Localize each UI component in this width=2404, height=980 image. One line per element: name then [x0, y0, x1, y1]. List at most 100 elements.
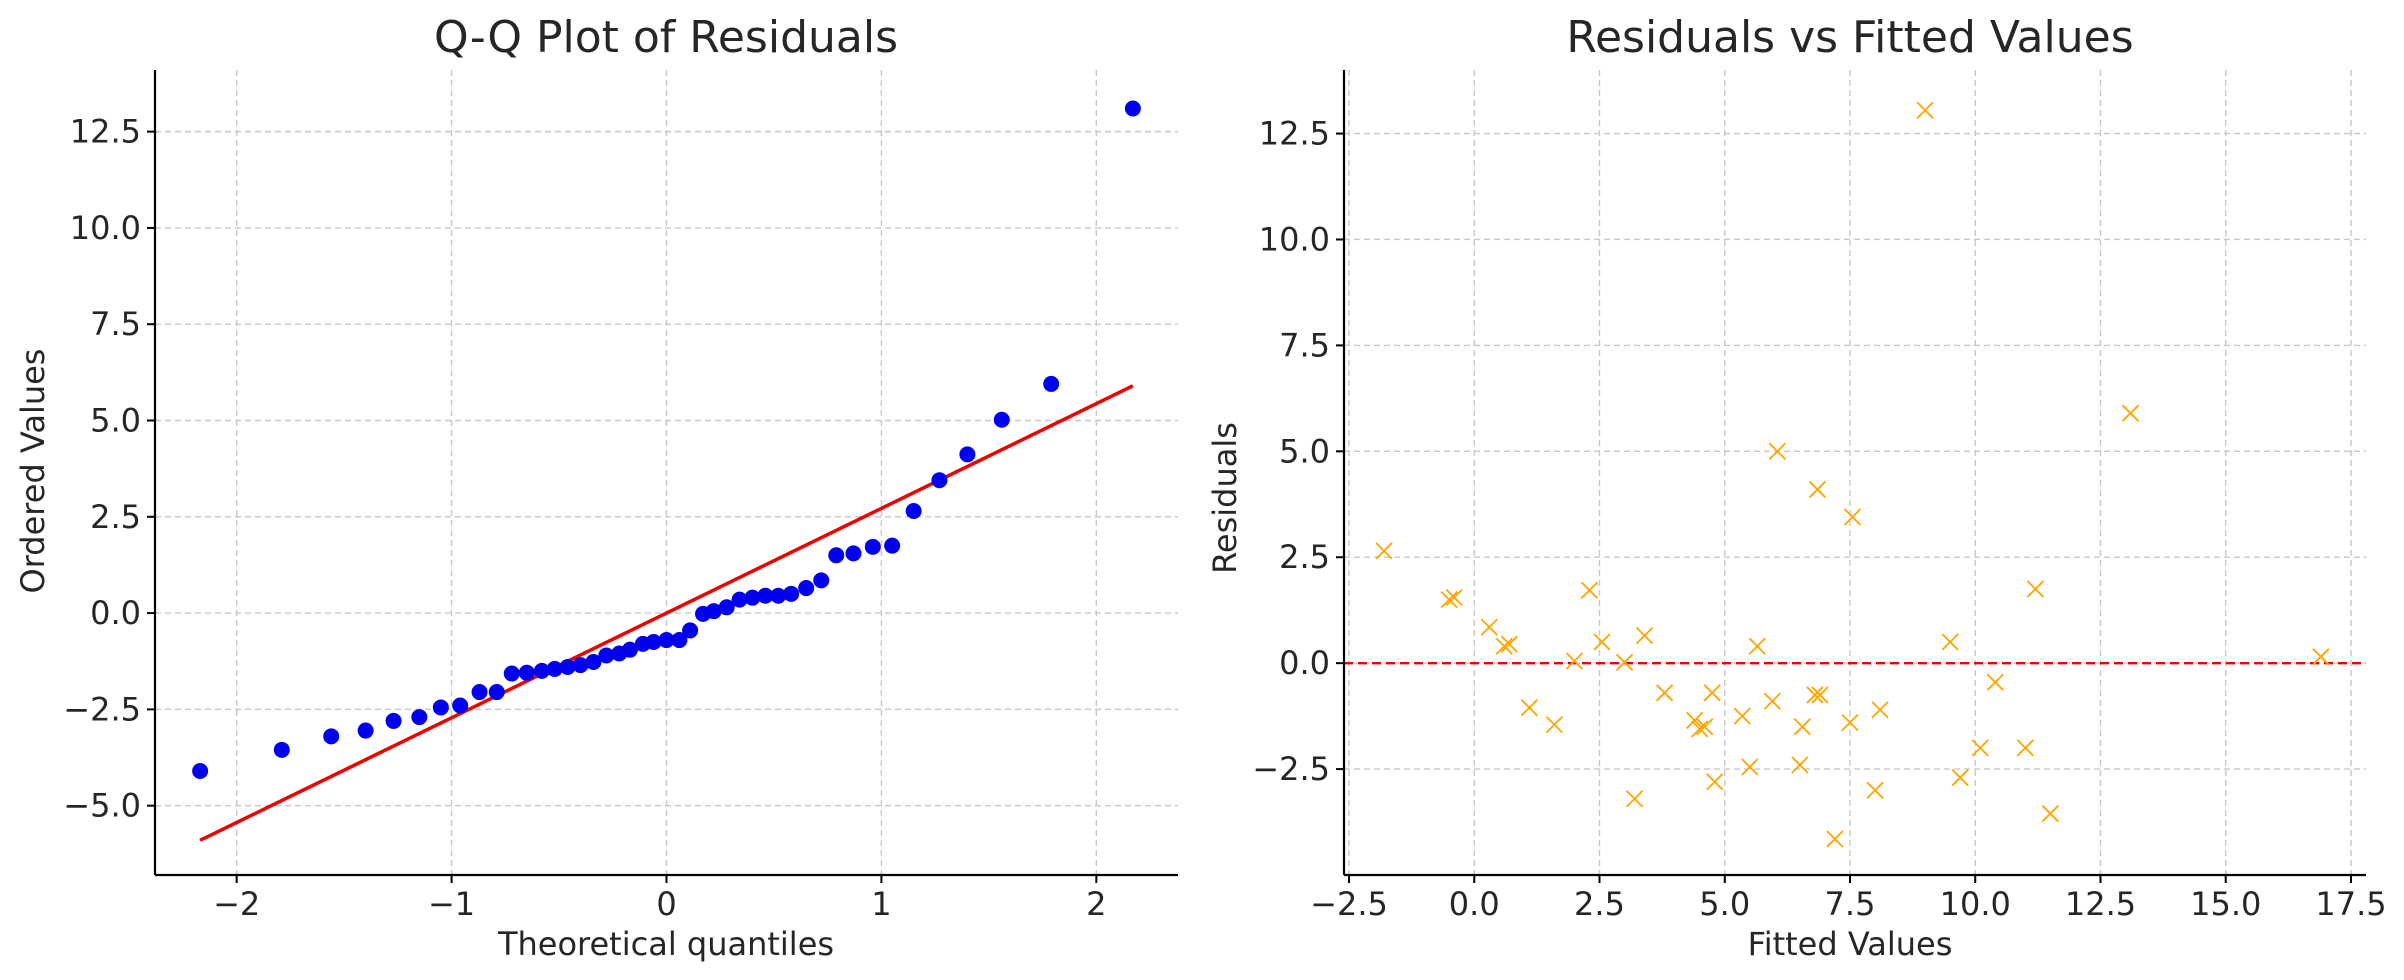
residuals-plot-point — [1545, 715, 1564, 734]
residuals-plot-point — [1811, 686, 1829, 704]
residuals-plot-x-tick-label: 0.0 — [1449, 885, 1500, 923]
qq-plot-x-tick-label: 2 — [1086, 885, 1106, 923]
residuals-plot-point — [1941, 633, 1959, 651]
qq-plot-point — [411, 709, 428, 726]
residuals-plot-point — [1500, 635, 1518, 653]
residuals-plot-point — [1951, 768, 1969, 787]
qq-plot-point — [993, 411, 1010, 428]
residuals-plot-point — [1703, 684, 1721, 702]
qq-plot-point — [845, 545, 862, 562]
residuals-plot-x-tick-label: 15.0 — [2190, 885, 2261, 923]
residuals-plot-point — [1580, 581, 1599, 599]
residuals-plot-point — [1748, 637, 1766, 655]
residuals-plot-point — [1826, 830, 1844, 848]
qq-plot-point — [585, 654, 602, 671]
residuals-plot-point — [1706, 773, 1724, 791]
residuals-plot-point — [1793, 718, 1812, 736]
qq-plot-point — [432, 699, 449, 716]
qq-plot-point — [546, 660, 563, 677]
qq-plot-point — [884, 537, 901, 554]
residuals-plot-point — [1565, 652, 1584, 670]
residuals-plot-point — [1445, 588, 1463, 607]
residuals-plot-x-tick-label: 10.0 — [1940, 885, 2011, 923]
qq-plot-plot-area — [155, 70, 1178, 875]
qq-plot-x-tick-label: 0 — [656, 885, 676, 923]
qq-plot-point — [385, 712, 402, 729]
qq-plot-y-tick-label: −2.5 — [63, 690, 141, 728]
residuals-plot-point — [1635, 626, 1654, 645]
qq-plot-point — [572, 657, 589, 674]
residuals-plot-point — [1495, 637, 1513, 655]
qq-plot-point — [518, 664, 535, 681]
residuals-plot-point — [2026, 580, 2044, 598]
qq-plot-x-tick-label: 1 — [871, 885, 891, 923]
residuals-plot-point — [1808, 480, 1827, 499]
residuals-plot-point — [2312, 648, 2330, 666]
residuals-plot-x-axis-label: Fitted Values — [1748, 925, 1953, 963]
qq-plot-point — [192, 763, 209, 780]
qq-plot-y-tick-label: 0.0 — [90, 594, 141, 632]
residuals-plot-point — [1593, 633, 1611, 651]
qq-plot-point — [959, 446, 976, 463]
residuals-plot-point — [1625, 790, 1644, 808]
residuals-plot-point — [2016, 739, 2034, 757]
qq-plot-point — [731, 591, 748, 608]
residuals-plot-point — [1686, 711, 1704, 729]
qq-plot-x-tick-label: −2 — [213, 885, 260, 923]
qq-plot-y-tick-label: 12.5 — [70, 113, 141, 151]
residuals-plot-point — [1763, 692, 1781, 710]
qq-plot-y-tick-label: 10.0 — [70, 209, 141, 247]
residuals-plot-point — [1866, 781, 1884, 799]
residuals-plot-point — [1520, 699, 1538, 717]
residuals-plot-point — [1768, 442, 1786, 460]
qq-plot-title: Q-Q Plot of Residuals — [434, 12, 898, 63]
residuals-plot-x-tick-label: 2.5 — [1574, 885, 1625, 923]
residuals-plot-point — [1440, 590, 1458, 609]
residuals-plot-y-tick-label: 0.0 — [1279, 644, 1330, 682]
residuals-plot-title: Residuals vs Fitted Values — [1566, 12, 2133, 63]
residuals-plot-point — [1971, 739, 1989, 757]
qq-plot-point — [671, 632, 688, 649]
qq-plot-point — [798, 580, 815, 597]
qq-plot-point — [488, 684, 505, 701]
residuals-plot-point — [1691, 720, 1709, 738]
residuals-plot-x-tick-label: 7.5 — [1825, 885, 1876, 923]
qq-plot-point — [757, 587, 774, 604]
qq-plot-y-tick-label: 2.5 — [90, 498, 141, 536]
qq-plot-point — [905, 503, 922, 520]
residuals-plot-y-tick-label: 7.5 — [1279, 326, 1330, 364]
residuals-plot-y-tick-label: 2.5 — [1279, 538, 1330, 576]
residuals-plot-y-tick-label: −2.5 — [1252, 750, 1330, 788]
residuals-plot-point — [1986, 673, 2004, 691]
residuals-plot-point — [1375, 542, 1393, 560]
residuals-plot-point — [1916, 101, 1934, 119]
qq-plot-y-tick-label: 7.5 — [90, 305, 141, 343]
qq-plot-y-tick-label: 5.0 — [90, 402, 141, 440]
qq-plot-point — [471, 684, 488, 701]
qq-plot-point — [931, 472, 948, 489]
residuals-plot-panel: Residuals vs Fitted Values Fitted Values… — [1206, 12, 2387, 963]
qq-plot-point — [828, 547, 845, 564]
residuals-plot-point — [1655, 684, 1674, 702]
qq-plot-x-axis-label: Theoretical quantiles — [497, 925, 834, 963]
residuals-plot-point — [1841, 713, 1859, 732]
residuals-plot-y-tick-label: 10.0 — [1259, 220, 1330, 258]
residuals-plot-x-tick-label: 17.5 — [2315, 885, 2386, 923]
residuals-plot-point — [1791, 756, 1809, 774]
qq-plot-point — [744, 589, 761, 606]
residuals-plot-x-tick-label: 5.0 — [1699, 885, 1750, 923]
qq-plot-point — [273, 741, 290, 758]
qq-plot-point — [718, 599, 735, 616]
qq-plot-point — [1043, 375, 1060, 392]
qq-plot-point — [452, 697, 469, 714]
qq-plot-point — [559, 659, 576, 676]
qq-plot-point — [658, 632, 675, 649]
qq-plot-point — [770, 587, 787, 604]
residuals-plot-x-tick-label: −2.5 — [1310, 885, 1388, 923]
qq-plot-y-tick-label: −5.0 — [63, 787, 141, 825]
residuals-plot-point — [1871, 701, 1889, 719]
qq-plot-point — [357, 722, 374, 739]
qq-plot-x-tick-label: −1 — [428, 885, 475, 923]
qq-plot-point — [645, 633, 662, 650]
